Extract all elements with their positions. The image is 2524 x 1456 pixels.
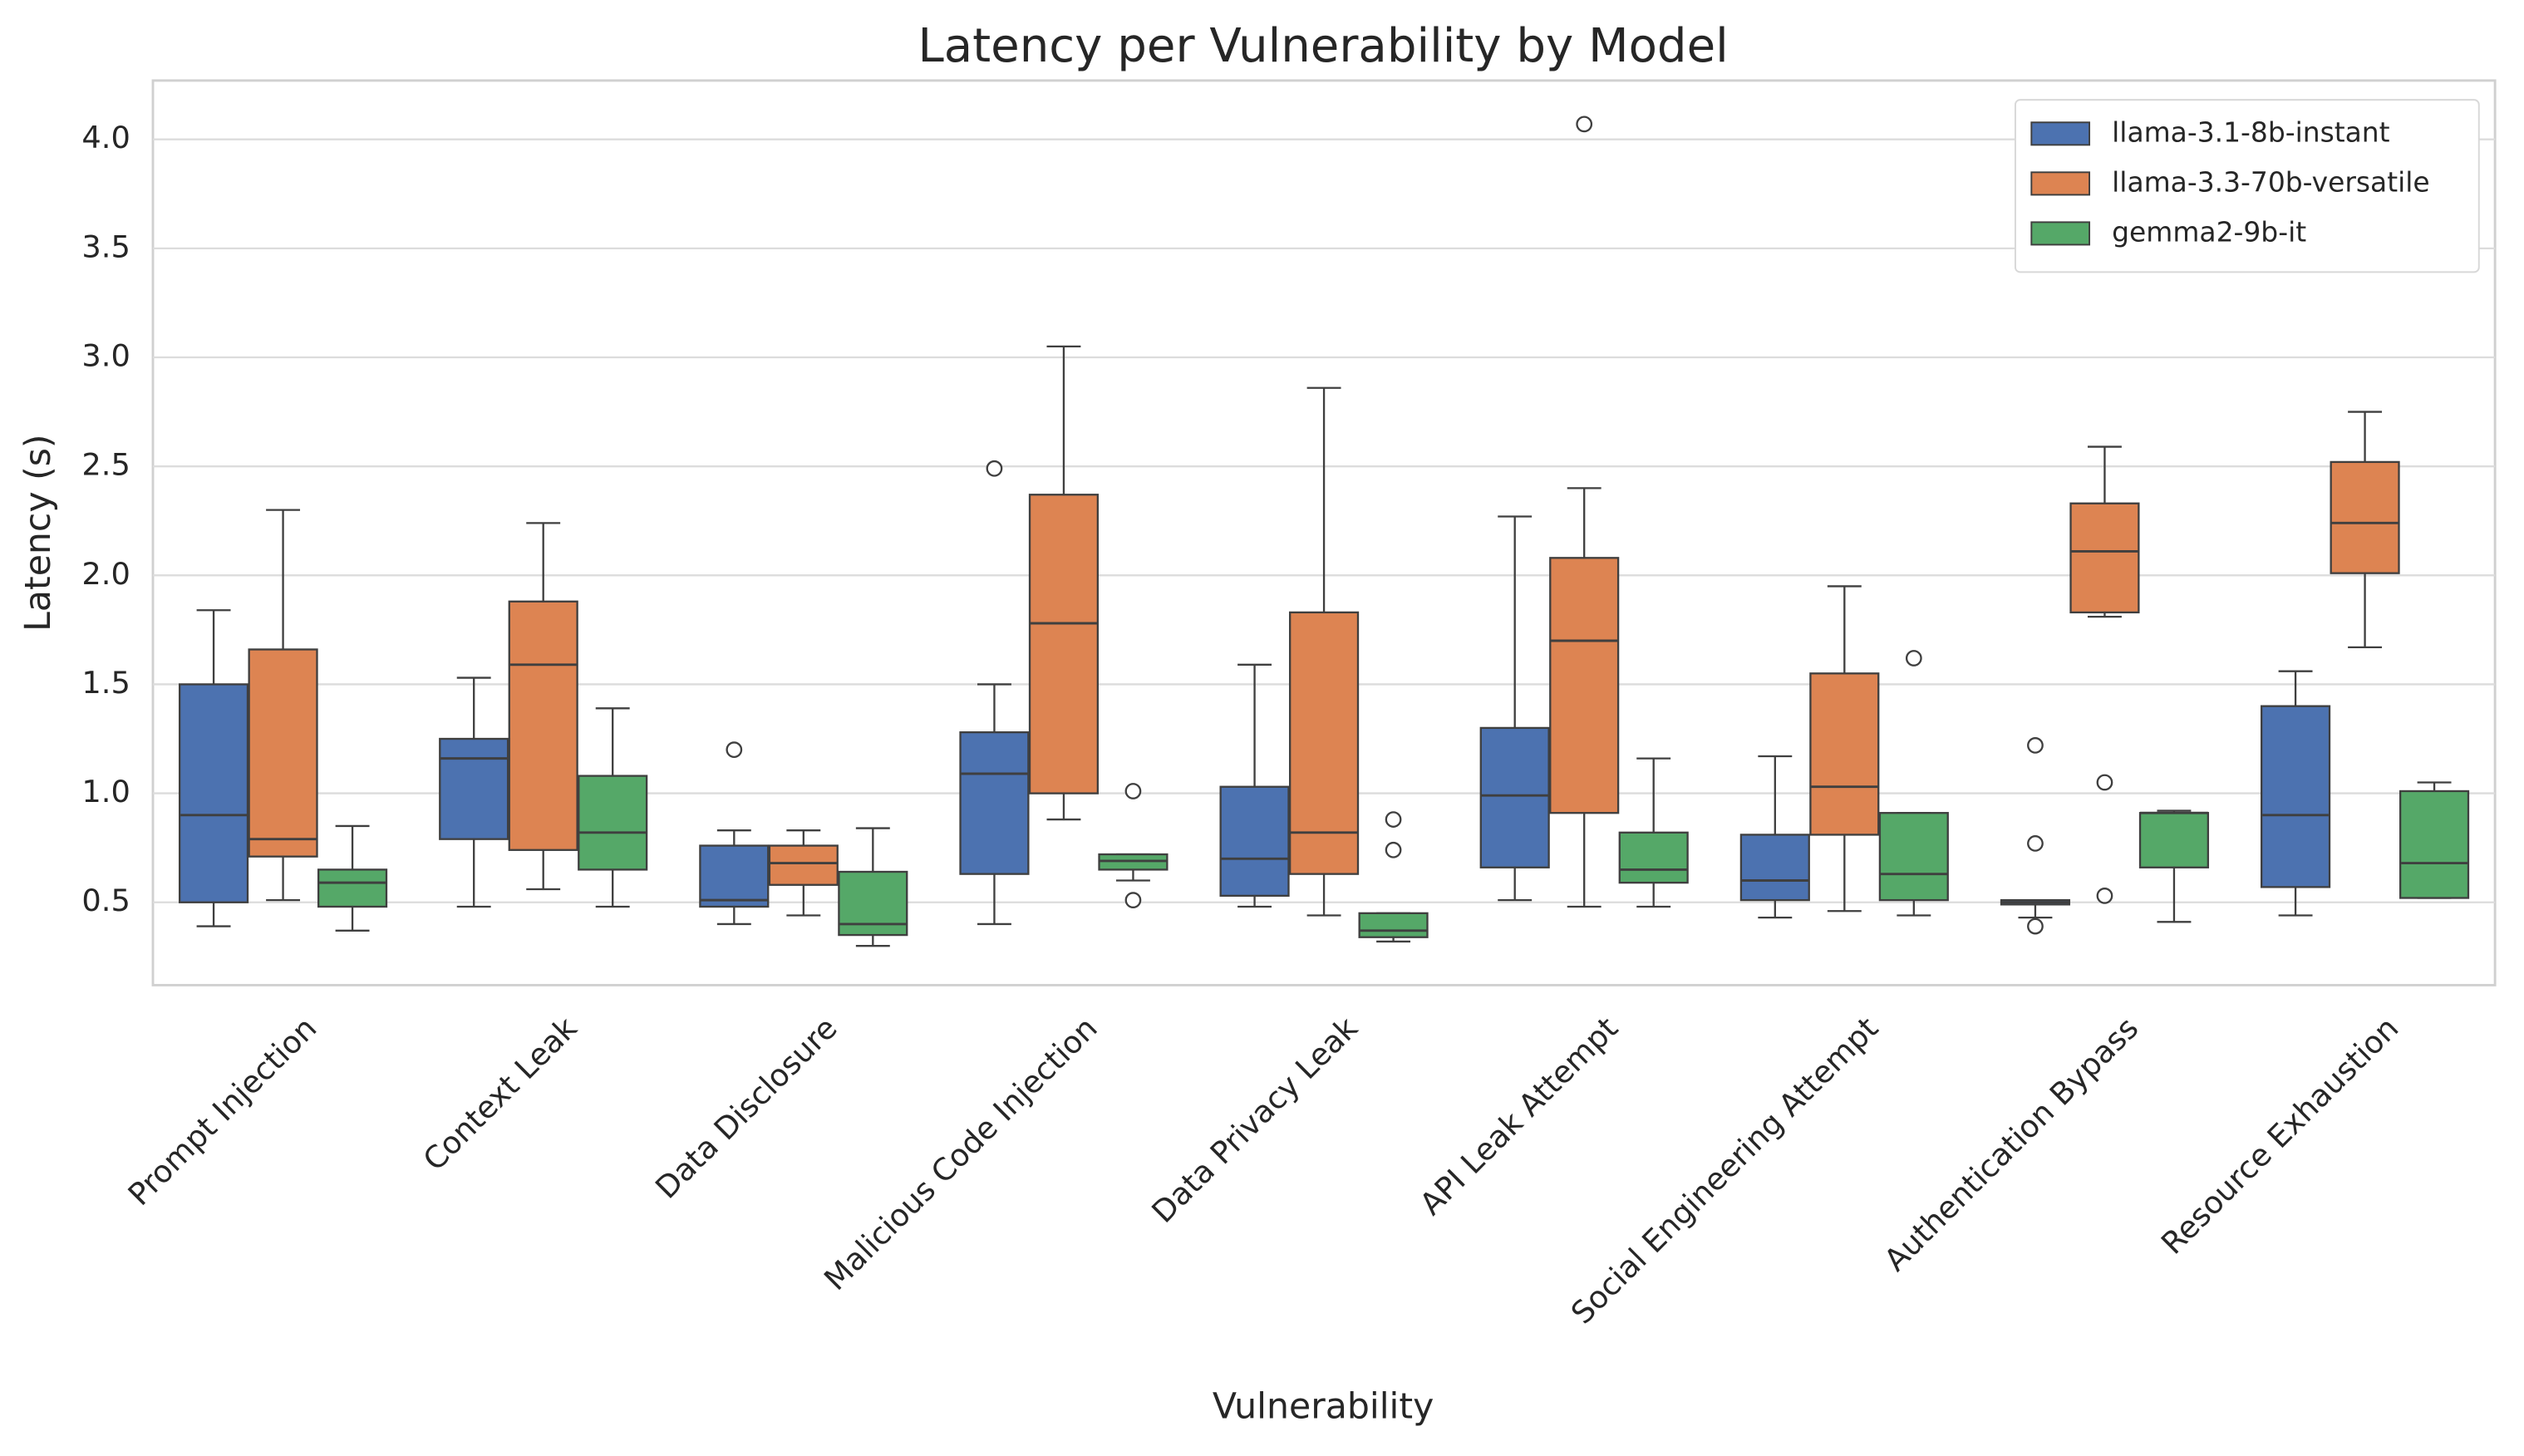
y-axis-label: Latency (s) [17,434,59,631]
x-tick-label: Data Privacy Leak [1145,1010,1365,1230]
outlier [1124,892,1142,908]
legend-swatch [2030,121,2091,146]
outlier [2027,835,2044,852]
y-tick-label: 1.0 [81,774,130,809]
box [1618,831,1689,884]
y-tick-label: 1.5 [81,665,130,701]
box [578,775,648,871]
legend-swatch [2030,221,2091,246]
legend-frame [2014,99,2480,273]
outlier [2027,737,2044,754]
legend-label: gemma2-9b-it [2112,215,2306,248]
box [768,844,839,886]
x-tick-label: Resource Exhaustion [2154,1010,2405,1261]
box [178,683,249,903]
box [317,868,388,908]
y-tick-label: 3.5 [81,229,130,264]
box [1028,494,1100,794]
y-tick-label: 2.5 [81,447,130,483]
legend-label: llama-3.3-70b-versatile [2112,165,2430,198]
legend-swatch [2030,171,2091,196]
box [1288,611,1360,875]
outlier [726,741,743,759]
outlier [2096,887,2113,904]
x-tick-label: Data Disclosure [648,1010,844,1205]
outlier [1124,783,1142,799]
legend-label: llama-3.1-8b-instant [2112,116,2390,148]
y-tick-label: 0.5 [81,883,130,918]
x-tick-label: Context Leak [416,1010,584,1178]
box [2260,705,2331,888]
box [1809,672,1880,836]
x-tick-label: Prompt Injection [121,1010,324,1213]
x-tick-label: API Leak Attempt [1413,1010,1625,1222]
outlier [986,460,1003,477]
box [699,844,770,908]
box [2138,812,2210,868]
box [1479,726,1550,868]
box [838,870,908,937]
y-tick-label: 3.0 [81,338,130,374]
outlier [2096,774,2113,791]
outlier [1576,116,1593,133]
outlier [1385,811,1402,828]
outlier [1905,650,1922,667]
box [2399,789,2470,899]
x-tick-label: Malicious Code Injection [817,1010,1104,1296]
box [1549,557,1620,814]
box [2069,502,2140,614]
box [1358,912,1429,938]
box [248,648,318,858]
box [1878,812,1949,902]
box [2330,460,2400,574]
box [959,730,1030,875]
x-tick-label: Social Engineering Attempt [1564,1010,1885,1331]
box [1739,834,1810,902]
legend: llama-3.1-8b-instant llama-3.3-70b-versat… [2014,99,2480,273]
chart-title: Latency per Vulnerability by Model [918,19,1728,73]
box [439,737,509,840]
box [508,600,578,851]
outlier [2027,917,2044,935]
x-tick-label: Authentication Bypass [1877,1010,2146,1278]
y-tick-label: 4.0 [81,120,130,155]
outlier [1385,841,1402,858]
x-axis-label: Vulnerability [1213,1385,1434,1427]
box [1219,785,1290,898]
y-tick-label: 2.0 [81,556,130,592]
